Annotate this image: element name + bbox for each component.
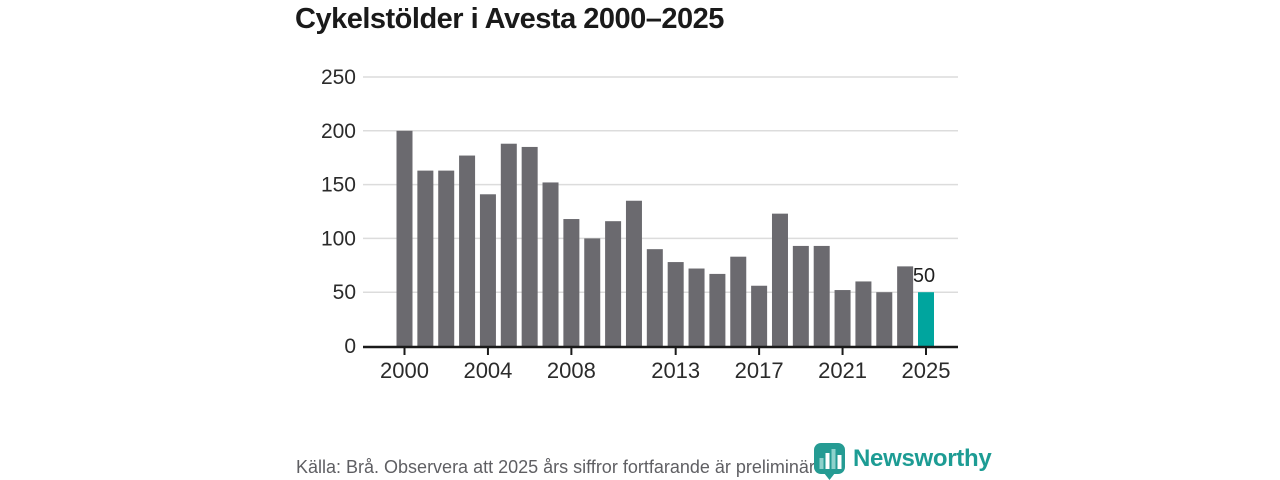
bar	[563, 219, 580, 346]
x-tick-label: 2021	[818, 358, 867, 383]
bar	[500, 143, 517, 346]
bar	[897, 266, 914, 346]
bar	[792, 245, 809, 346]
x-tick-label: 2004	[463, 358, 512, 383]
page-title: Cykelstölder i Avesta 2000–2025	[295, 3, 724, 35]
bar	[709, 273, 726, 346]
bar	[688, 268, 705, 346]
y-tick-label: 0	[344, 335, 356, 358]
y-tick-label: 50	[333, 281, 356, 304]
bar	[521, 146, 538, 346]
bar-value-label: 50	[913, 265, 935, 287]
x-tick-label: 2025	[902, 358, 951, 383]
x-tick-label: 2000	[380, 358, 429, 383]
bar	[605, 221, 622, 346]
bar	[542, 182, 559, 346]
bar-highlighted	[918, 292, 934, 346]
brand-name: Newsworthy	[853, 445, 992, 472]
bar	[855, 281, 872, 346]
newsworthy-logo: Newsworthy	[813, 442, 992, 480]
y-tick-label: 250	[321, 66, 356, 89]
bar	[771, 213, 788, 346]
bar	[646, 249, 663, 346]
x-tick-label: 2013	[651, 358, 700, 383]
bar	[876, 292, 893, 346]
x-tick-label: 2017	[735, 358, 784, 383]
bar-chart-badge-icon	[814, 443, 845, 480]
bar	[834, 290, 851, 346]
bar	[438, 170, 455, 346]
y-tick-label: 200	[321, 120, 356, 143]
bar	[751, 285, 768, 346]
source-note: Källa: Brå. Observera att 2025 års siffr…	[296, 457, 830, 477]
bar	[584, 238, 601, 346]
bar	[396, 130, 413, 346]
y-tick-label: 100	[321, 227, 356, 250]
bar	[667, 262, 684, 346]
bar	[625, 200, 642, 346]
bar	[417, 170, 434, 346]
bar	[730, 256, 747, 346]
x-tick-label: 2008	[547, 358, 596, 383]
y-tick-label: 150	[321, 174, 356, 197]
bar	[479, 194, 496, 346]
bar	[459, 155, 476, 346]
bar	[813, 245, 830, 346]
